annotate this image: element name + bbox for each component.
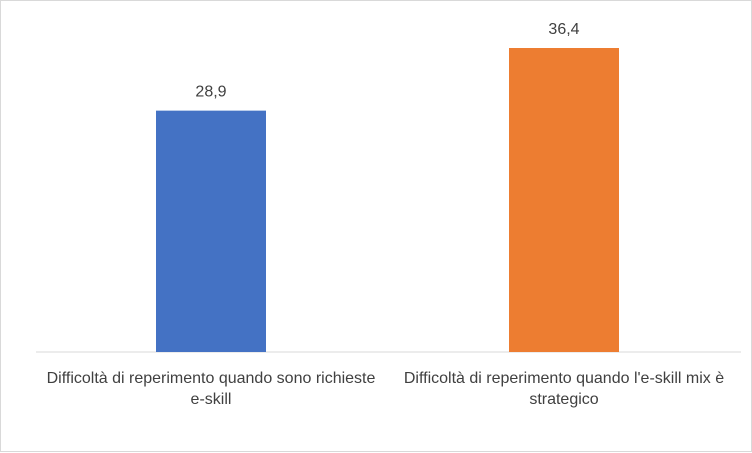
bar-1: [509, 48, 619, 352]
category-label-1: Difficoltà di reperimento quando l'e-ski…: [403, 370, 725, 408]
data-label-1: 36,4: [548, 21, 579, 38]
bar-0: [156, 110, 266, 352]
category-label-0: Difficoltà di reperimento quando sono ri…: [46, 370, 376, 408]
data-label-0: 28,9: [195, 84, 226, 101]
